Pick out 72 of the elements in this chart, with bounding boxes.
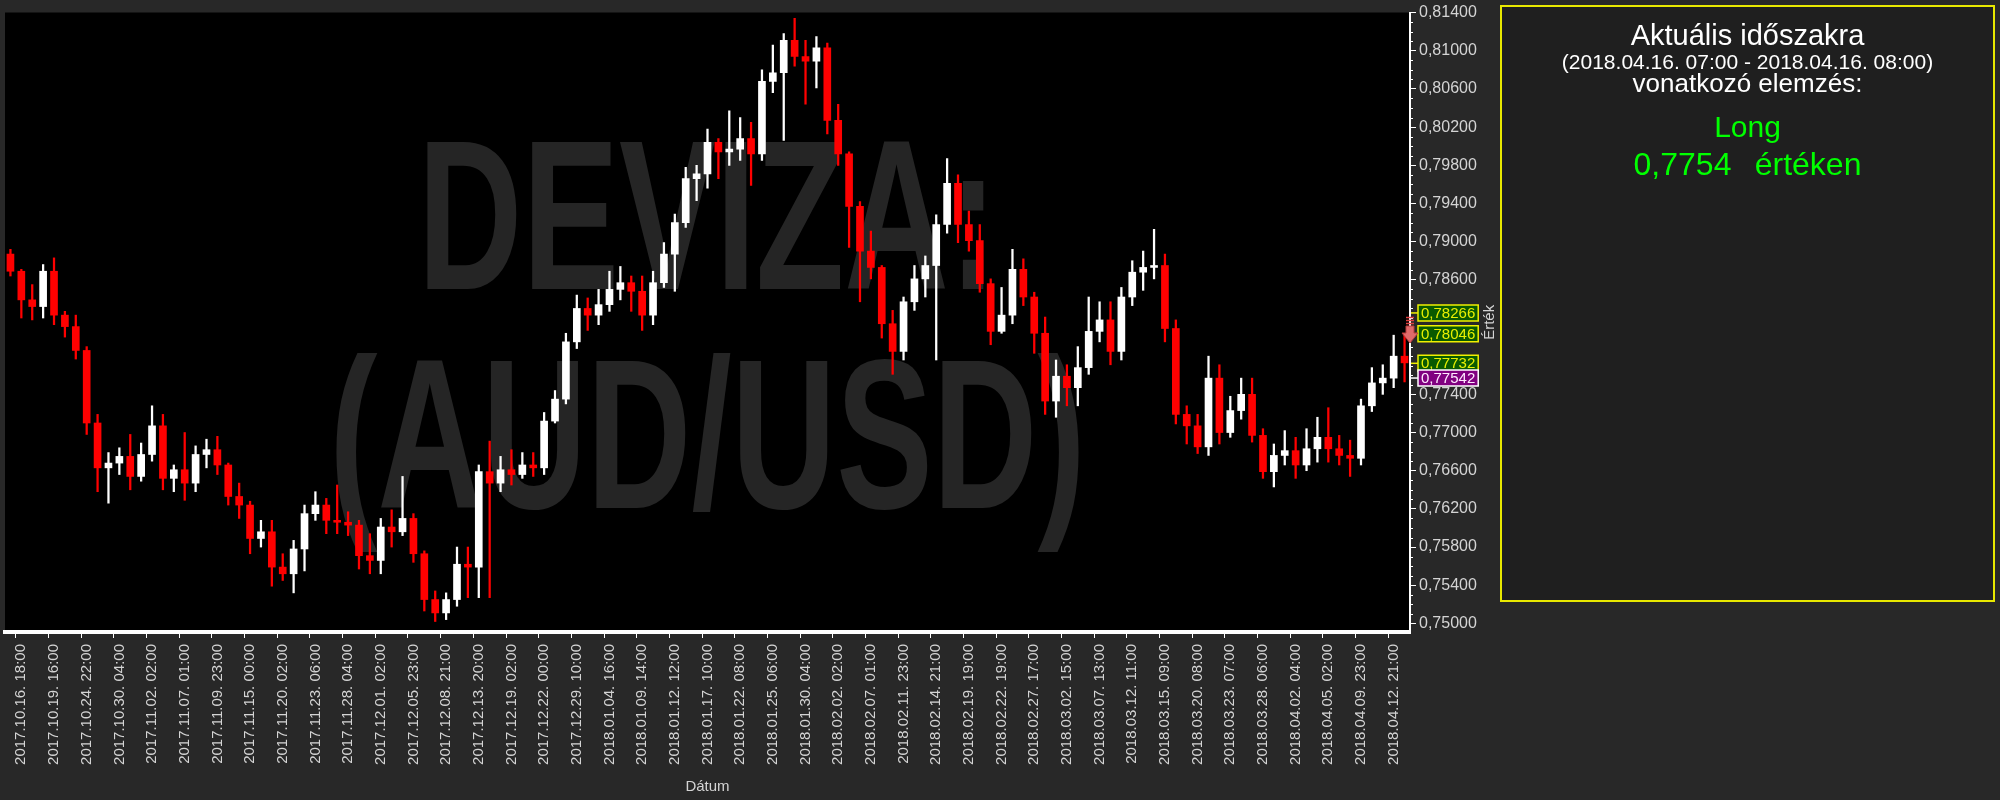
text: 0,77542 bbox=[1421, 369, 1476, 387]
x-tick-label: 2017.12.08. 21:00 bbox=[436, 644, 454, 765]
x-tick-label: 2017.12.05. 23:00 bbox=[403, 644, 421, 765]
candlestick bbox=[202, 438, 211, 469]
y-tick-label: 0,79400 bbox=[1419, 193, 1477, 211]
candlestick bbox=[1095, 301, 1104, 343]
x-axis-title: Dátum bbox=[685, 777, 730, 795]
x-tick-label: 2018.03.28. 06:00 bbox=[1253, 644, 1271, 765]
x-tick-label: 2018.03.20. 08:00 bbox=[1187, 644, 1205, 765]
x-tick-label: 2018.02.11. 23:00 bbox=[893, 644, 911, 764]
y-tick-label: 0,79000 bbox=[1419, 232, 1477, 250]
x-tick-label: 2017.11.28. 04:00 bbox=[338, 644, 356, 764]
x-tick-label: 2017.12.01. 02:00 bbox=[370, 644, 388, 765]
y-tick-label: 0,80200 bbox=[1419, 117, 1477, 135]
x-tick-label: 2017.11.09. 23:00 bbox=[207, 644, 225, 764]
x-tick-label: 2018.03.23. 07:00 bbox=[1220, 644, 1238, 765]
text: 0,78046 bbox=[1421, 324, 1476, 342]
x-tick-label: 2018.04.02. 04:00 bbox=[1285, 644, 1303, 765]
x-tick-label: 2018.01.30. 04:00 bbox=[795, 644, 813, 765]
y-tick-label: 0,77000 bbox=[1419, 422, 1477, 440]
x-tick-label: 2018.01.25. 06:00 bbox=[762, 644, 780, 765]
x-tick-label: 2018.02.27. 17:00 bbox=[1024, 644, 1042, 765]
x-tick-label: 2018.02.14. 21:00 bbox=[926, 644, 944, 765]
y-tick-label: 0,76200 bbox=[1419, 499, 1477, 517]
y-tick-label: 0,79800 bbox=[1419, 155, 1477, 173]
y-axis-title: Érték bbox=[1480, 304, 1498, 340]
x-tick-label: 2017.10.30. 04:00 bbox=[109, 644, 127, 765]
x-tick-label: 2018.04.05. 02:00 bbox=[1318, 644, 1336, 765]
y-tick-label: 0,81000 bbox=[1419, 41, 1477, 59]
x-tick-label: 2017.11.15. 00:00 bbox=[240, 644, 258, 764]
x-tick-label: 2018.03.02. 15:00 bbox=[1057, 644, 1075, 765]
candlestick bbox=[812, 36, 821, 89]
text: 0,78266 bbox=[1421, 304, 1476, 322]
y-tick-label: 0,75000 bbox=[1419, 613, 1477, 631]
x-tick-label: 2017.12.13. 20:00 bbox=[468, 644, 486, 765]
x-tick-label: 2017.11.07. 01:00 bbox=[174, 644, 192, 764]
y-tick-label: 0,78600 bbox=[1419, 270, 1477, 288]
x-tick-label: 2017.10.19. 16:00 bbox=[44, 644, 62, 765]
text: 0,7754 értéken bbox=[1632, 146, 1863, 182]
x-tick-label: 2017.11.23. 06:00 bbox=[305, 644, 323, 764]
x-tick-label: 2018.02.22. 19:00 bbox=[991, 644, 1009, 765]
y-tick-label: 0,75400 bbox=[1419, 575, 1477, 593]
y-tick-label: 0,80600 bbox=[1419, 79, 1477, 97]
x-tick-label: 2017.10.24. 22:00 bbox=[76, 644, 94, 765]
candlestick bbox=[801, 39, 810, 105]
x-tick-label: 2018.02.02. 02:00 bbox=[828, 644, 846, 765]
text: Long bbox=[1713, 110, 1782, 143]
x-tick-label: 2018.01.12. 12:00 bbox=[664, 644, 682, 765]
y-tick-label: 0,77400 bbox=[1419, 384, 1477, 402]
x-tick-label: 2017.12.19. 02:00 bbox=[501, 644, 519, 765]
x-tick-label: 2018.01.22. 08:00 bbox=[730, 644, 748, 765]
x-tick-label: 2017.12.22. 00:00 bbox=[534, 644, 552, 765]
x-tick-label: 2018.03.07. 13:00 bbox=[1089, 644, 1107, 765]
x-tick-label: 2018.01.04. 16:00 bbox=[599, 644, 617, 765]
x-tick-label: 2017.11.02. 02:00 bbox=[142, 644, 160, 764]
text: 0,77732 bbox=[1421, 354, 1476, 372]
x-tick-label: 2017.10.16. 18:00 bbox=[11, 644, 29, 765]
x-tick-label: 2017.12.29. 10:00 bbox=[566, 644, 584, 765]
x-tick-label: 2018.02.19. 19:00 bbox=[959, 644, 977, 765]
x-tick-label: 2018.01.09. 14:00 bbox=[632, 644, 650, 765]
x-tick-label: 2018.02.07. 01:00 bbox=[861, 644, 879, 765]
x-tick-label: 2018.01.17. 10:00 bbox=[697, 644, 715, 765]
x-tick-label: 2018.04.09. 23:00 bbox=[1351, 644, 1369, 765]
y-tick-label: 0,81400 bbox=[1419, 3, 1477, 21]
x-tick-label: 2018.04.12. 21:00 bbox=[1383, 644, 1401, 765]
candlestick bbox=[1313, 416, 1322, 463]
y-tick-label: 0,76600 bbox=[1419, 461, 1477, 479]
x-tick-label: 2018.03.12. 11:00 bbox=[1122, 644, 1140, 764]
text: Aktuális időszakra bbox=[1629, 19, 1866, 51]
x-tick-label: 2017.11.20. 02:00 bbox=[272, 644, 290, 764]
y-tick-label: 0,75800 bbox=[1419, 537, 1477, 555]
x-tick-label: 2018.03.15. 09:00 bbox=[1155, 644, 1173, 765]
